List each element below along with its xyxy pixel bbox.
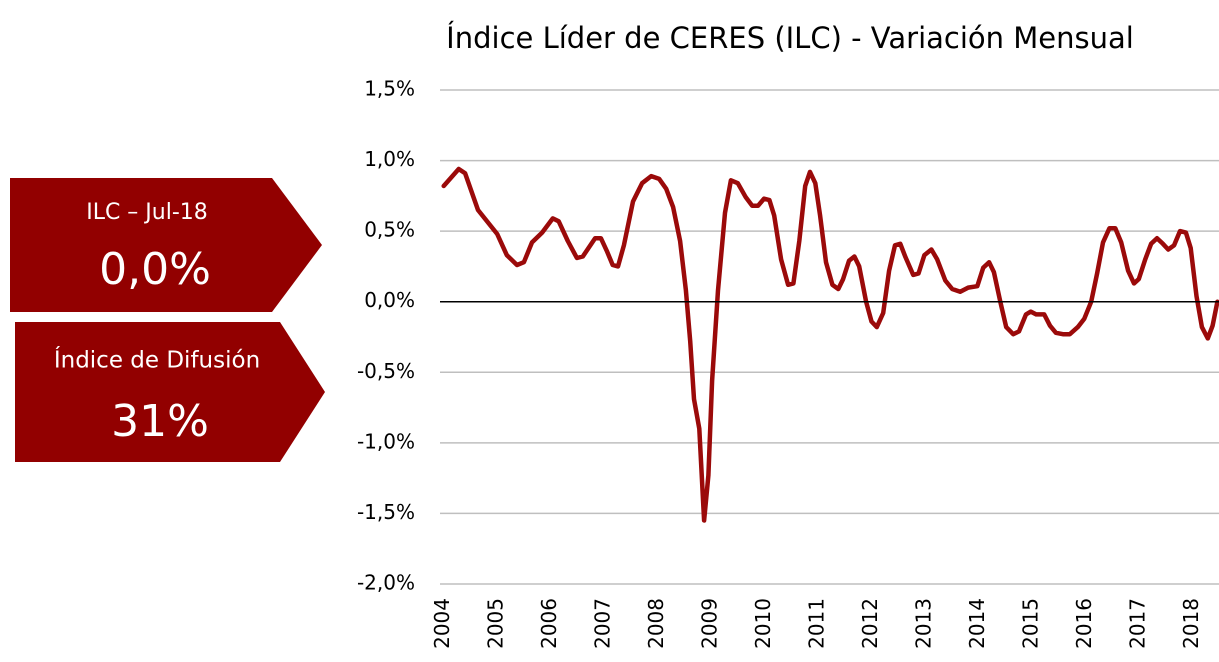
y-tick-label: 0,5% — [364, 218, 415, 242]
chart-title: Índice Líder de CERES (ILC) - Variación … — [446, 21, 1134, 55]
x-tick-label: 2008 — [644, 598, 668, 649]
y-tick-label: 0,0% — [364, 288, 415, 312]
x-tick-label: 2011 — [805, 598, 829, 649]
y-tick-label: -2,0% — [357, 571, 415, 595]
callout-value: 0,0% — [99, 244, 211, 295]
x-tick-label: 2015 — [1018, 598, 1042, 649]
line-series — [441, 166, 1219, 523]
x-tick-label: 2010 — [751, 598, 775, 649]
x-tick-label: 2018 — [1179, 598, 1203, 649]
x-tick-label: 2012 — [858, 598, 882, 649]
y-tick-label: -1,5% — [357, 500, 415, 524]
x-tick-label: 2006 — [537, 598, 561, 649]
x-tick-label: 2017 — [1125, 598, 1149, 649]
x-tick-label: 2007 — [591, 598, 615, 649]
x-tick-label: 2009 — [698, 598, 722, 649]
y-tick-label: 1,0% — [364, 147, 415, 171]
callout-shape — [15, 322, 325, 462]
y-tick-label: -0,5% — [357, 359, 415, 383]
x-tick-label: 2005 — [484, 598, 508, 649]
x-tick-label: 2004 — [430, 598, 454, 649]
y-tick-label: -1,0% — [357, 429, 415, 453]
y-tick-label: 1,5% — [364, 77, 415, 101]
callout-value: 31% — [111, 396, 209, 447]
callout-label: ILC – Jul-18 — [86, 200, 208, 225]
x-tick-label: 2014 — [965, 598, 989, 649]
callout-shape — [10, 178, 322, 312]
x-tick-label: 2013 — [911, 598, 935, 649]
callout-label: Índice de Difusión — [54, 346, 260, 374]
x-tick-label: 2016 — [1072, 598, 1096, 649]
